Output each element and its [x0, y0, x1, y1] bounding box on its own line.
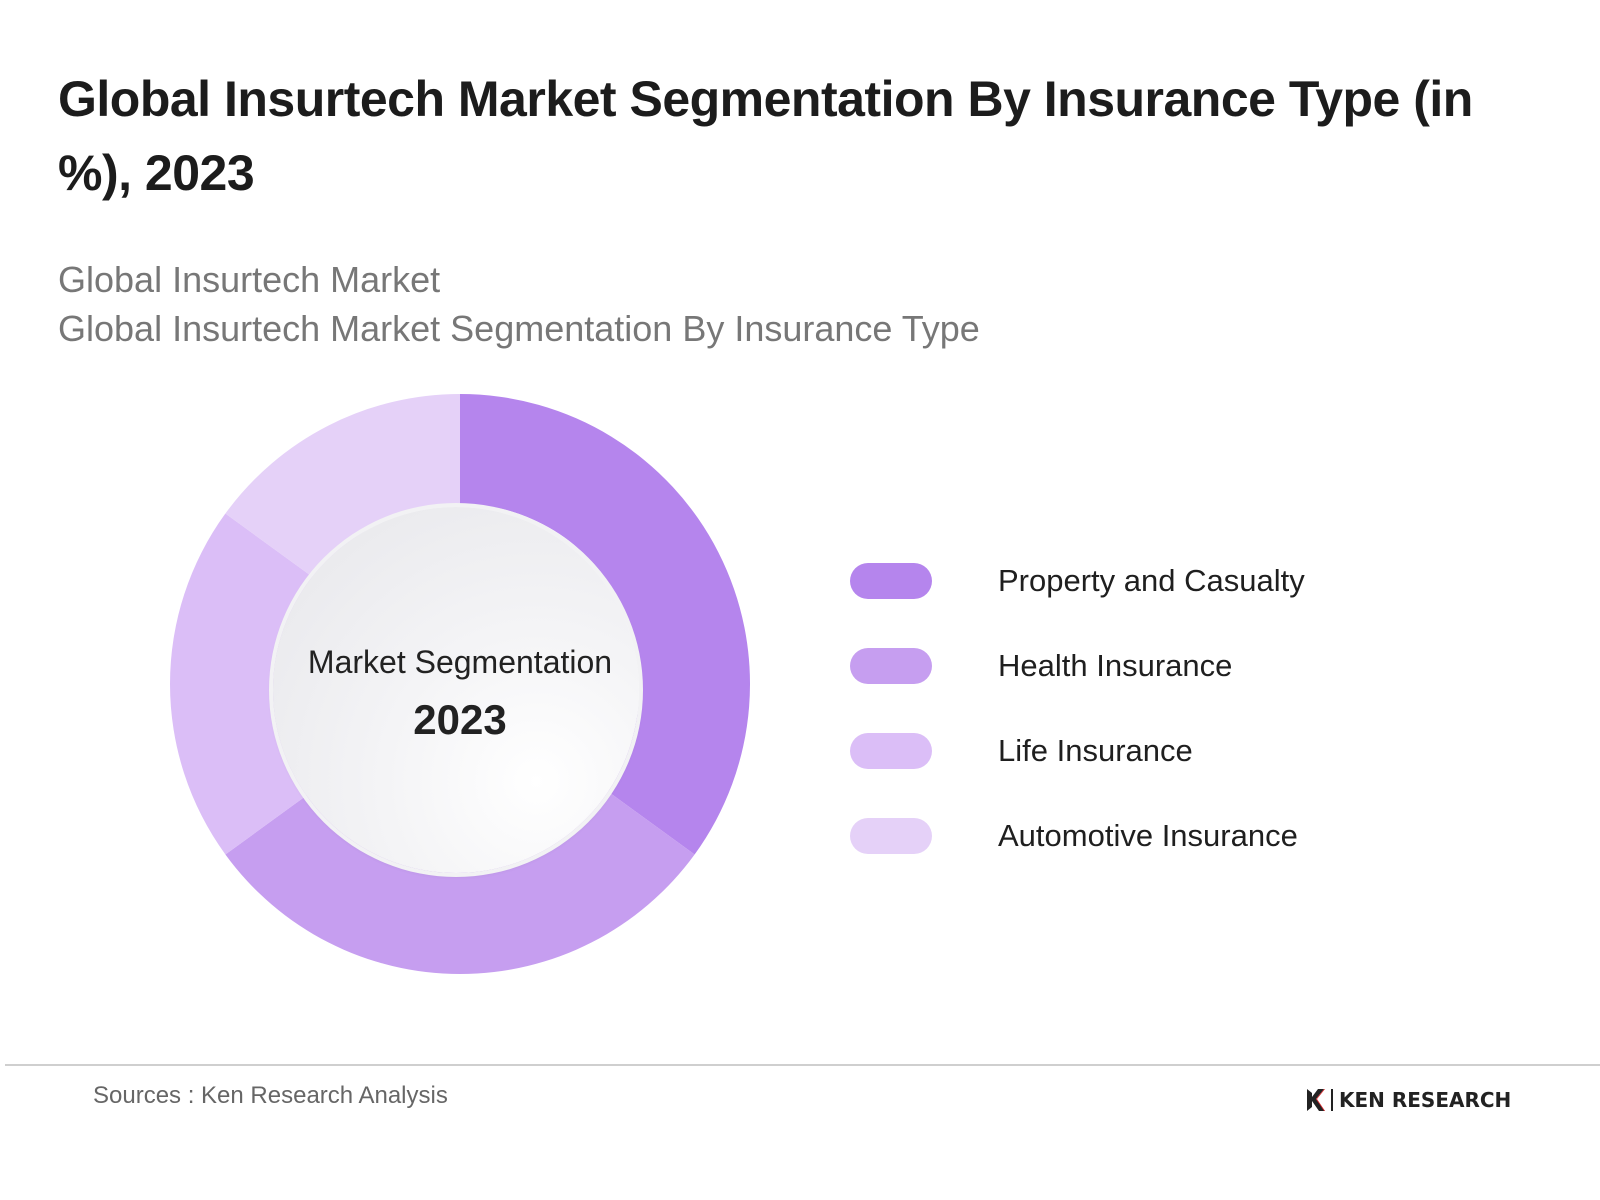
footer-divider — [5, 1064, 1600, 1066]
donut-slice-property-and-casualty — [460, 394, 750, 855]
donut-slice-life-insurance — [170, 513, 315, 855]
legend-item: Automotive Insurance — [850, 818, 1490, 858]
legend-label: Property and Casualty — [998, 563, 1305, 598]
chart-subtitle-market: Global Insurtech Market — [58, 259, 441, 300]
legend-item: Health Insurance — [850, 648, 1490, 688]
chart-title: Global Insurtech Market Segmentation By … — [58, 71, 1473, 201]
donut-chart: Market Segmentation 2023 — [170, 394, 750, 974]
donut-center-year: 2023 — [413, 696, 507, 743]
legend-swatch — [850, 733, 932, 769]
legend-item: Property and Casualty — [850, 563, 1490, 603]
legend-item: Life Insurance — [850, 733, 1490, 773]
legend-label: Health Insurance — [998, 648, 1233, 683]
ken-research-logo: KEN RESEARCH — [1305, 1086, 1511, 1114]
legend-label: Life Insurance — [998, 733, 1193, 768]
legend-swatch — [850, 818, 932, 854]
donut-svg — [170, 394, 750, 974]
legend-swatch — [850, 648, 932, 684]
legend-swatch — [850, 563, 932, 599]
ken-research-logo-text: KEN RESEARCH — [1339, 1088, 1512, 1112]
chart-subtitle-segmentation: Global Insurtech Market Segmentation By … — [58, 308, 980, 349]
source-note: Sources : Ken Research Analysis — [93, 1082, 448, 1109]
donut-center-disc — [273, 507, 639, 873]
ken-research-logo-separator — [1331, 1089, 1333, 1111]
ken-research-logo-icon — [1307, 1089, 1325, 1111]
legend-label: Automotive Insurance — [998, 818, 1298, 853]
donut-slice-health-insurance — [225, 789, 695, 974]
donut-center-label: Market Segmentation — [307, 644, 613, 680]
donut-slice-automotive-insurance — [225, 394, 460, 579]
